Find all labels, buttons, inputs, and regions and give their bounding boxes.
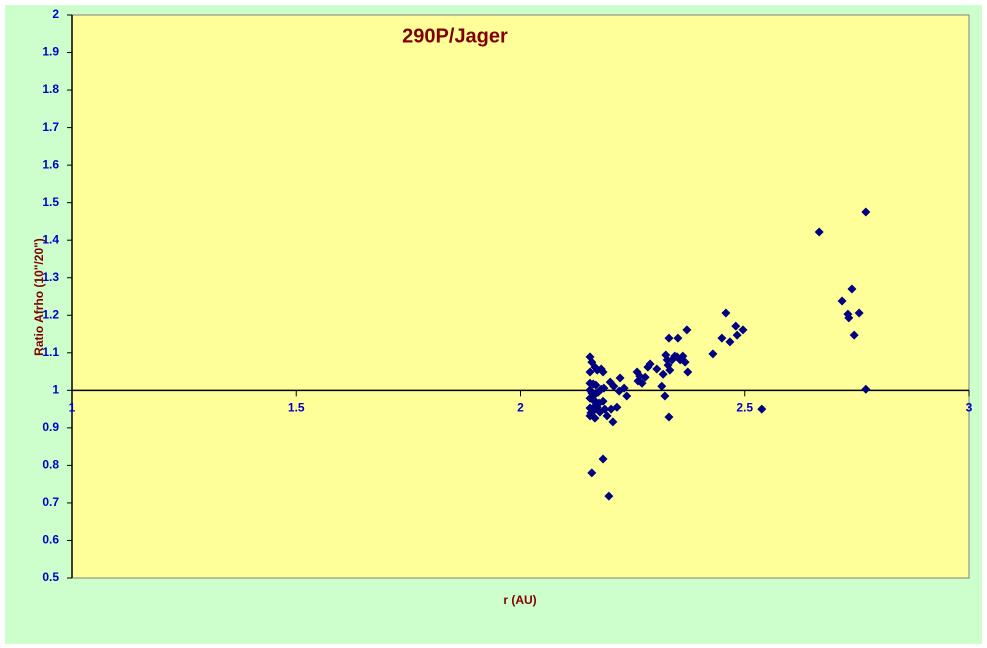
data-point bbox=[683, 367, 693, 377]
y-tick-label: 1.4 bbox=[42, 232, 59, 246]
y-tick-label: 1.3 bbox=[42, 270, 59, 284]
data-point bbox=[680, 357, 690, 367]
y-tick-label: 1.9 bbox=[42, 45, 59, 59]
data-point bbox=[732, 330, 742, 340]
y-tick-label: 1.2 bbox=[42, 307, 59, 321]
x-tick-label: 2.5 bbox=[736, 401, 753, 415]
data-point bbox=[658, 369, 668, 379]
data-point bbox=[598, 454, 608, 464]
data-point bbox=[738, 325, 748, 335]
data-point bbox=[844, 313, 854, 323]
data-point bbox=[585, 367, 595, 377]
y-tick-label: 0.9 bbox=[42, 420, 59, 434]
data-point bbox=[731, 321, 741, 331]
y-tick-label: 0.8 bbox=[42, 458, 59, 472]
data-point bbox=[660, 391, 670, 401]
y-tick-label: 1.6 bbox=[42, 157, 59, 171]
plot-area bbox=[71, 14, 970, 579]
data-point bbox=[588, 403, 598, 413]
data-point bbox=[708, 349, 718, 359]
data-point bbox=[861, 384, 871, 394]
data-point bbox=[609, 381, 619, 391]
data-point bbox=[599, 383, 609, 393]
data-point bbox=[600, 404, 610, 414]
y-tick-label: 1.7 bbox=[42, 120, 59, 134]
data-point bbox=[604, 491, 614, 501]
data-point bbox=[645, 359, 655, 369]
y-tick-label: 0.5 bbox=[42, 570, 59, 584]
chart-title: 290P/Jager bbox=[402, 25, 508, 47]
data-point bbox=[622, 391, 632, 401]
data-point bbox=[665, 365, 675, 375]
y-axis-label: Ratio Afrho (10"/20") bbox=[32, 238, 46, 356]
data-point bbox=[861, 207, 871, 217]
y-tick-label: 1.1 bbox=[42, 345, 59, 359]
data-point bbox=[598, 396, 608, 406]
y-tick-label: 0.7 bbox=[42, 495, 59, 509]
x-tick-label: 1.5 bbox=[288, 401, 305, 415]
data-point bbox=[619, 383, 629, 393]
x-axis-label: r (AU) bbox=[503, 593, 536, 607]
data-point bbox=[837, 296, 847, 306]
data-point bbox=[725, 337, 735, 347]
data-point bbox=[591, 380, 601, 390]
data-point bbox=[637, 378, 647, 388]
y-tick-label: 1 bbox=[52, 383, 59, 397]
data-point bbox=[608, 417, 618, 427]
data-point bbox=[598, 367, 608, 377]
data-point bbox=[814, 227, 824, 237]
data-point bbox=[664, 412, 674, 422]
data-point bbox=[657, 381, 667, 391]
data-point bbox=[847, 284, 857, 294]
y-tick-label: 1.8 bbox=[42, 82, 59, 96]
data-point bbox=[612, 402, 622, 412]
data-point bbox=[673, 333, 683, 343]
data-point bbox=[652, 364, 662, 374]
data-point bbox=[717, 333, 727, 343]
data-point bbox=[721, 308, 731, 318]
x-tick-label: 3 bbox=[966, 401, 973, 415]
y-tick-label: 0.6 bbox=[42, 533, 59, 547]
data-point bbox=[587, 468, 597, 478]
y-tick-label: 1.5 bbox=[42, 195, 59, 209]
x-tick-label: 2 bbox=[517, 401, 524, 415]
data-point bbox=[849, 330, 859, 340]
y-tick-label: 2 bbox=[52, 7, 59, 21]
data-point bbox=[615, 373, 625, 383]
data-point bbox=[640, 372, 650, 382]
data-point bbox=[757, 404, 767, 414]
data-point bbox=[602, 411, 612, 421]
data-point bbox=[590, 413, 600, 423]
data-point bbox=[664, 333, 674, 343]
data-point bbox=[854, 308, 864, 318]
x-tick-label: 1 bbox=[69, 401, 76, 415]
data-point bbox=[682, 325, 692, 335]
